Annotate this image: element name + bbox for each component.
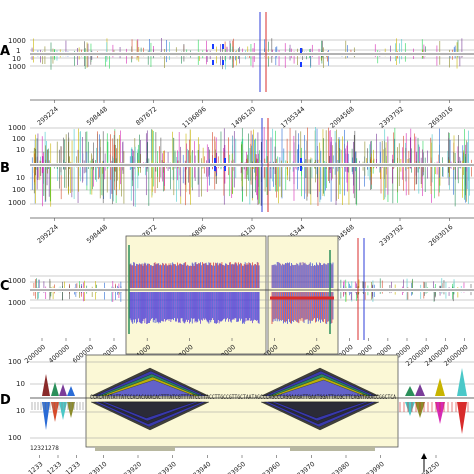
panel-d-zoom-tick-label-4: 1233950 bbox=[220, 460, 247, 474]
panel-d-seq-left-label: 12321278 bbox=[30, 445, 59, 452]
panel-a-tick-label-8: 2693016 bbox=[427, 105, 454, 130]
panel-a-marker-2 bbox=[300, 48, 302, 53]
panel-a-ybot-label-2: 1000 bbox=[8, 63, 26, 71]
panel-b-coverage-tracks bbox=[30, 118, 474, 212]
panel-b: B 1000 100 10 10 100 1000 299224 598448 89… bbox=[0, 118, 474, 248]
panel-d-right-peak-down-2 bbox=[435, 402, 445, 424]
panel-d-diamond1-bottom-4 bbox=[105, 401, 195, 419]
panel-d-ytop-label-2: 10 bbox=[16, 380, 25, 388]
panel-a-marker-5 bbox=[300, 62, 302, 67]
panel-c-ytop-label-1: 1000 bbox=[8, 277, 26, 285]
panel-d-diamond2-top-4 bbox=[275, 379, 365, 397]
panel-b-ytop-label-2: 100 bbox=[12, 135, 25, 143]
panel-b-marker-4 bbox=[224, 166, 226, 171]
panel-a-label: A bbox=[0, 44, 10, 59]
panel-b-marker-0 bbox=[214, 158, 216, 163]
panel-d-zoom-tick-label-0: 1233910 bbox=[81, 460, 108, 474]
panel-a-tick-label-5: 1795344 bbox=[279, 105, 306, 130]
panel-c-ybot-label-1: 1000 bbox=[8, 299, 26, 307]
panel-b-tick-label-8: 2693016 bbox=[427, 223, 454, 248]
panel-b-label: B bbox=[0, 161, 10, 176]
panel-d-left-peak-up-3 bbox=[67, 386, 75, 396]
panel-d-zoom-tick-label-3: 1233940 bbox=[185, 460, 212, 474]
panel-d-right-peak-down-3 bbox=[457, 402, 467, 434]
panel-d-left-peak-up-1 bbox=[51, 382, 59, 396]
panel-a-marker-4 bbox=[222, 60, 224, 65]
panel-d-gene-block-1 bbox=[95, 447, 175, 451]
panel-b-tick-label-7: 2393792 bbox=[378, 223, 405, 248]
panel-b-marker-1 bbox=[224, 158, 226, 163]
arrow-icon bbox=[421, 453, 427, 472]
panel-d-ytop-label-1: 100 bbox=[8, 358, 21, 366]
panel-a-tick-label-6: 2094568 bbox=[328, 105, 355, 130]
panel-d-left-peak-up-0 bbox=[42, 374, 50, 396]
panel-d-diamond2-bottom-4 bbox=[275, 401, 365, 419]
panel-b-ybot-label-3: 1000 bbox=[8, 199, 26, 207]
panel-a-x-ticks: 299224 598448 897672 1196896 1496120 1795344 2… bbox=[36, 100, 454, 130]
panel-d-sequence: CCACATATATTATCCACACAAACACTTTATCGTTTATCCT… bbox=[90, 394, 396, 401]
panel-b-tick-label-1: 598448 bbox=[85, 223, 109, 245]
panel-d-label: D bbox=[0, 393, 11, 408]
panel-d-right-tick-label-0: 1234250 bbox=[414, 460, 441, 474]
panel-d-left-tick-label-2: 1233 bbox=[64, 460, 82, 474]
panel-b-ybot-label-2: 100 bbox=[12, 186, 25, 194]
panel-d-ybot-label-2: 100 bbox=[8, 434, 21, 442]
panel-d-zoom-tick-label-2: 1233930 bbox=[150, 460, 177, 474]
panel-a-marker-3 bbox=[212, 60, 214, 65]
panel-d-x-ticks: 1233910 1233920 1233930 1233940 1233950 12339… bbox=[27, 455, 441, 474]
panel-d-zoom-tick-label-8: 1233990 bbox=[358, 460, 385, 474]
panel-d-left-tick-label-1: 1233 bbox=[45, 460, 63, 474]
panel-a-marker-0 bbox=[212, 44, 214, 49]
panel-a-tick-label-1: 598448 bbox=[85, 105, 109, 127]
panel-a-ytop-label-2: 1 bbox=[16, 47, 20, 55]
panel-b-marker-3 bbox=[214, 166, 216, 171]
panel-d-zoom-tick-label-1: 1233920 bbox=[116, 460, 143, 474]
panel-a-tick-label-3: 1196896 bbox=[180, 105, 207, 130]
panel-a-tick-label-2: 897672 bbox=[134, 105, 158, 127]
panel-d-right-peak-down-0 bbox=[405, 402, 415, 416]
panel-b-ybot-label-1: 10 bbox=[16, 174, 25, 182]
panel-d-read-alignment-shapes bbox=[30, 361, 474, 439]
panel-a-marker-1 bbox=[222, 44, 224, 49]
panel-a-tick-label-7: 2393792 bbox=[378, 105, 405, 130]
panel-a: A 1000 1 10 1000 299224 598448 897672 11968… bbox=[0, 12, 474, 130]
panel-d-left-tick-label-0: 1233 bbox=[27, 460, 45, 474]
panel-c: C 1000 1000 1234000123800012400001256000… bbox=[0, 235, 474, 368]
panel-c-label: C bbox=[0, 279, 10, 294]
panel-d-gene-block-2 bbox=[290, 447, 375, 451]
panel-d-left-peak-up-2 bbox=[59, 384, 67, 396]
panel-a-coverage-tracks bbox=[30, 12, 474, 92]
panel-b-tick-label-0: 299224 bbox=[36, 223, 60, 245]
panel-d-zoom-tick-label-5: 1233960 bbox=[254, 460, 281, 474]
panel-d-zoom-tick-label-7: 1233980 bbox=[324, 460, 351, 474]
panel-a-ytop-label-1: 1000 bbox=[8, 37, 26, 45]
panel-d-diamond1-top-4 bbox=[105, 379, 195, 397]
panel-d-zoom-tick-label-6: 1233970 bbox=[289, 460, 316, 474]
panel-d: D 100 10 10 100 CCACATATATTATCCACACAAACA… bbox=[0, 354, 474, 474]
panel-b-ytop-label-3: 10 bbox=[16, 146, 25, 154]
panel-d-right-peak-up-0 bbox=[405, 386, 415, 396]
panel-d-right-peak-up-3 bbox=[457, 368, 467, 396]
panel-b-ytop-label-1: 1000 bbox=[8, 124, 26, 132]
panel-b-marker-2 bbox=[300, 158, 302, 163]
panel-d-left-peak-down-2 bbox=[59, 402, 67, 420]
panel-a-ybot-label-1: 10 bbox=[12, 55, 21, 63]
panel-d-right-peak-up-2 bbox=[435, 378, 445, 396]
panel-d-ybot-label-1: 10 bbox=[16, 407, 25, 415]
panel-a-tick-label-4: 1496120 bbox=[230, 105, 257, 130]
panel-d-left-peak-down-0 bbox=[42, 402, 50, 430]
panel-c-coverage-tracks bbox=[30, 238, 474, 340]
panel-b-marker-5 bbox=[300, 166, 302, 171]
panel-d-right-peak-up-1 bbox=[415, 384, 425, 396]
panel-d-highlight bbox=[85, 354, 399, 448]
panel-a-tick-label-0: 299224 bbox=[36, 105, 60, 127]
